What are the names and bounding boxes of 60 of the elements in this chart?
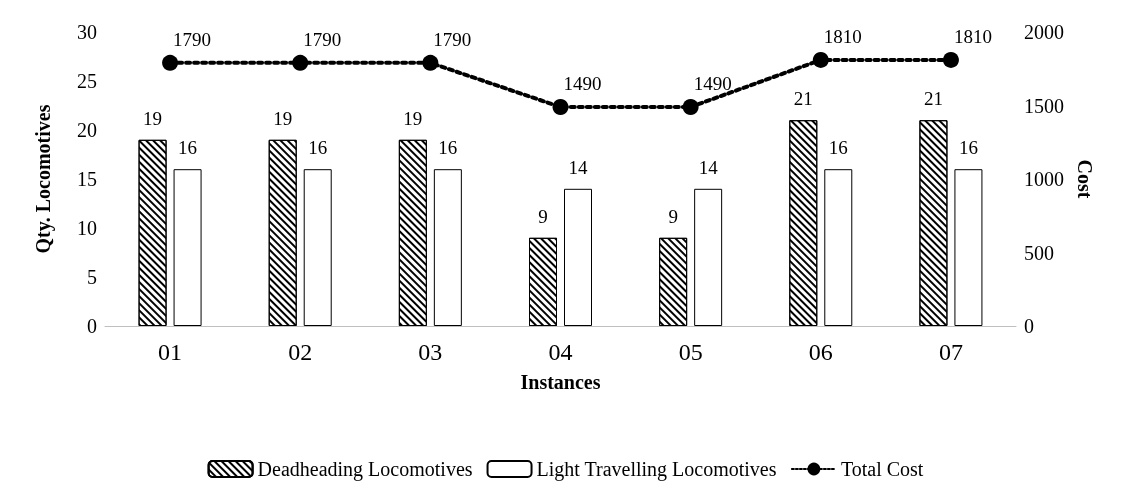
legend-label: Deadheading Locomotives [257,458,473,481]
point [292,54,309,71]
legend-label: Light Travelling Locomotives [536,458,777,481]
y2-tick-label: 0 [1024,315,1034,337]
y-tick-label: 25 [77,70,97,92]
y2-tick-label: 500 [1024,241,1054,264]
data-label: 19 [143,107,163,129]
y-tick-label: 20 [77,119,97,141]
data-label: 1490 [693,72,732,94]
data-label: 14 [698,156,719,178]
data-label: 9 [538,205,548,227]
y-tick-label: 10 [77,217,97,239]
bar [824,169,853,326]
x-tick-label: 04 [548,339,573,365]
data-label: 14 [568,156,588,178]
bar [954,169,983,326]
bar [694,188,723,326]
x-tick-label: 07 [938,339,963,365]
x-tick-label: 01 [158,339,183,365]
bar [173,169,202,326]
point [682,98,699,115]
data-label: 1810 [823,25,862,47]
y2-tick-label: 1000 [1024,168,1064,190]
data-label: 1790 [173,28,212,50]
point [552,98,569,115]
y2-tick-label: 1500 [1024,94,1064,117]
data-label: 16 [178,137,198,159]
y-tick-label: 0 [87,315,97,337]
x-tick-label: 02 [288,339,313,365]
point [422,54,439,71]
data-label: 9 [668,205,678,227]
data-label: 1810 [953,25,992,47]
data-label: 21 [793,88,813,110]
point [942,51,959,68]
data-label: 16 [958,137,978,159]
legend-label: Total Cost [840,458,924,480]
data-label: 1790 [433,28,472,50]
point [162,54,179,71]
point [812,51,829,68]
data-label: 1490 [563,72,602,94]
data-label: 16 [438,137,458,159]
data-label: 16 [828,137,848,159]
data-label: 16 [308,137,328,159]
x-tick-label: 06 [808,339,833,365]
data-label: 19 [273,107,293,129]
y-tick-label: 30 [77,21,97,43]
x-tick-label: 05 [678,339,703,365]
y-axis-title: Qty. Locomotives [32,104,55,254]
data-label: 1790 [303,28,342,50]
data-label: 19 [403,107,423,129]
y-tick-label: 15 [77,168,97,190]
x-tick-label: 03 [418,339,443,365]
bar [303,169,332,326]
bar [433,169,462,326]
y-tick-label: 5 [87,266,97,288]
bar [564,188,592,326]
x-axis-title: Instances [520,371,601,393]
y2-tick-label: 2000 [1024,21,1064,43]
data-label: 21 [923,88,943,110]
y2-axis-title: Cost [1073,159,1096,199]
